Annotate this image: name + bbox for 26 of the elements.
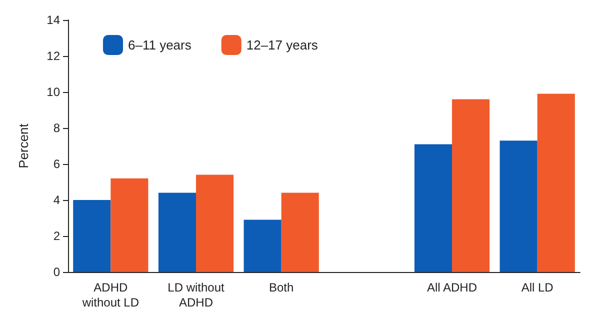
bar (196, 174, 234, 272)
bar (281, 192, 319, 272)
y-axis-title: Percent (16, 123, 31, 168)
bar (73, 200, 111, 272)
y-tick-label: 6 (53, 157, 60, 171)
bar (452, 99, 490, 272)
y-tick-label: 2 (53, 229, 60, 243)
bar (414, 144, 452, 272)
y-tick-label: 10 (46, 85, 60, 99)
x-tick-label: All ADHD (426, 280, 478, 294)
bar (110, 178, 148, 272)
x-tick-label: ADHD without LD (81, 280, 140, 310)
bar (244, 220, 282, 272)
y-tick-label: 4 (53, 193, 60, 207)
bar (158, 192, 196, 272)
legend-label: 12–17 years (246, 38, 318, 52)
y-tick-label: 8 (53, 121, 60, 135)
y-tick-label: 12 (46, 49, 60, 63)
y-tick-label: 0 (53, 265, 60, 279)
x-tick-label: Both (268, 280, 294, 294)
x-tick-label: LD without ADHD (168, 280, 226, 310)
bar (537, 94, 575, 272)
y-tick-label: 14 (46, 13, 60, 27)
legend-label: 6–11 years (128, 38, 192, 52)
bar (500, 140, 538, 272)
x-tick-label: All LD (521, 280, 554, 294)
